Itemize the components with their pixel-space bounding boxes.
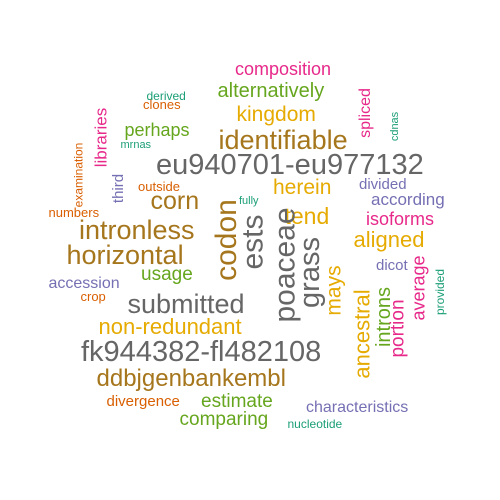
word-provided: provided [433,268,448,316]
word-non-redundant: non-redundant [98,314,242,339]
word-ddbjgenbankembl: ddbjgenbankembl [96,365,286,392]
word-numbers: numbers [48,204,100,220]
word-nucleotide: nucleotide [287,417,343,431]
word-estimate: estimate [201,390,273,412]
word-accession: accession [48,275,120,292]
word-divergence: divergence [106,392,180,410]
word-divided: divided [359,175,407,193]
word-aligned: aligned [353,227,425,252]
word-characteristics: characteristics [306,399,409,416]
word-fk944382-fl482108: fk944382-fl482108 [81,335,322,368]
word-kingdom: kingdom [236,102,316,126]
word-perhaps: perhaps [124,120,190,140]
word-composition: composition [235,59,332,79]
word-third: third [109,173,127,203]
word-grass: grass [293,236,326,308]
word-according: according [371,189,445,209]
word-usage: usage [141,263,193,285]
word-spliced: spliced [356,88,374,138]
word-tend: tend [284,202,330,229]
word-eu940701-eu977132: eu940701-eu977132 [156,148,424,181]
word-libraries: libraries [91,107,111,167]
word-intronless: intronless [79,214,195,245]
word-comparing: comparing [179,408,269,430]
word-submitted: submitted [127,288,245,319]
word-corn: corn [150,186,200,215]
word-average: average [408,255,429,321]
word-clones: clones [143,96,181,112]
word-mrnas: mrnas [120,138,152,151]
word-identifiable: identifiable [218,124,348,155]
word-alternatively: alternatively [217,80,325,102]
word-isoforms: isoforms [366,209,435,229]
word-portion: portion [387,298,409,358]
word-crop: crop [80,288,106,304]
word-fully: fully [239,194,259,207]
word-herein: herein [273,175,332,199]
word-examination: examination [70,142,85,208]
word-dicot: dicot [376,256,408,274]
word-ancestral: ancestral [349,289,375,379]
word-cdnas: cdnas [388,111,401,141]
word-mays: mays [322,264,346,316]
word-derived: derived [146,89,186,103]
word-ests: ests [236,214,270,270]
word-outside: outside [138,178,180,194]
word-horizontal: horizontal [66,239,184,270]
